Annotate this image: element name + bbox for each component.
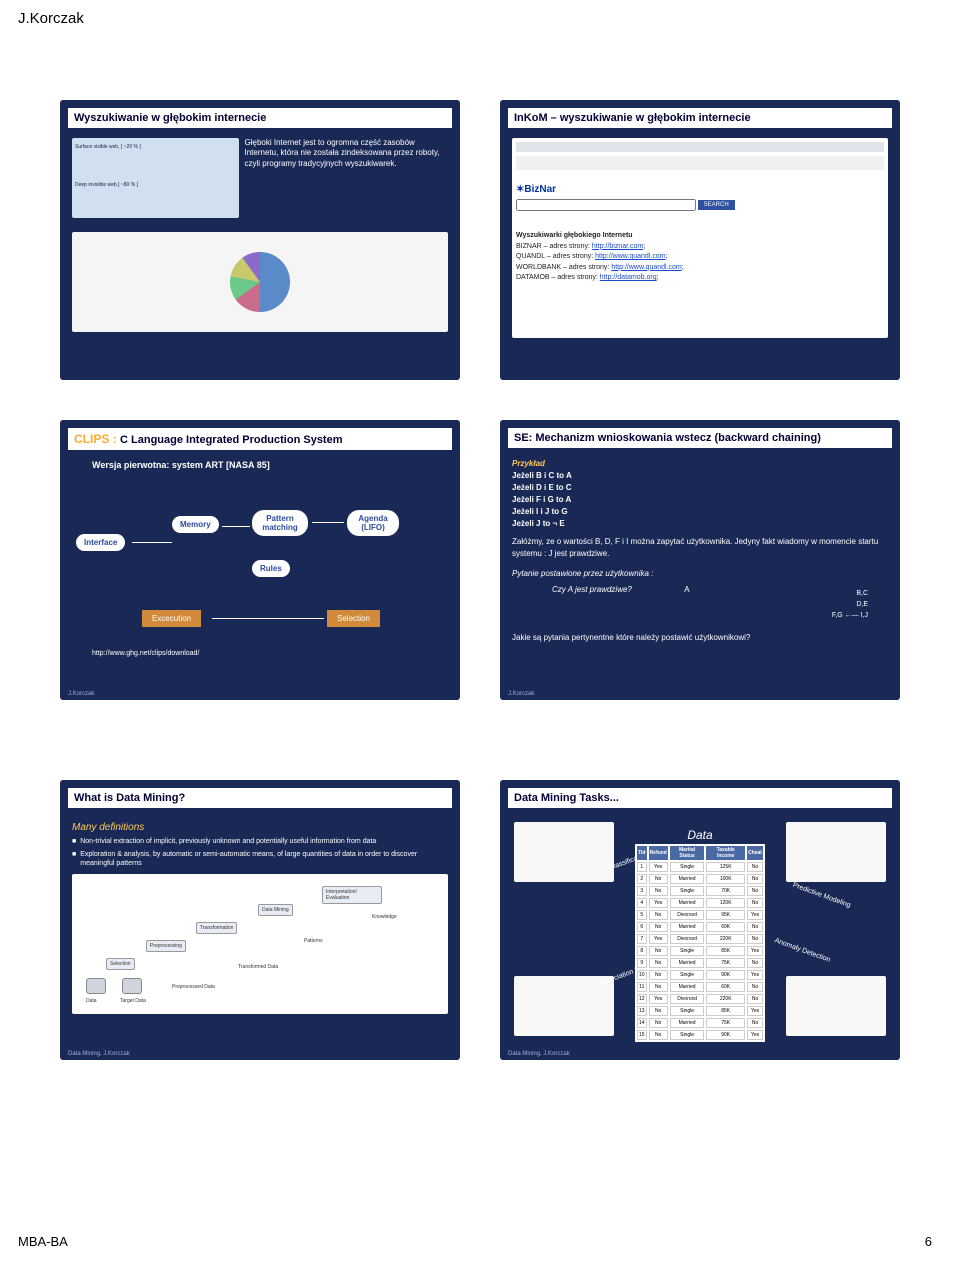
slide-title: InKoM – wyszukiwanie w głębokim internec… <box>508 108 892 128</box>
deep-layer-label: Deep invisible web [ ~80 % ] <box>75 182 138 188</box>
slide-clips: CLIPS : C Language Integrated Production… <box>60 420 460 700</box>
clips-architecture-diagram: Interface Memory Pattern matching Agenda… <box>72 480 448 640</box>
biznar-screenshot: ✶BizNar SEARCH Wyszukiwarki głębokiego I… <box>512 138 888 338</box>
link-biznar[interactable]: http://biznar.com <box>592 243 643 250</box>
tag-anomaly: Anomaly Detection <box>774 937 832 964</box>
search-engines-pie <box>72 232 448 332</box>
definition-1: ■Non-trivial extraction of implicit, pre… <box>72 837 448 846</box>
corner-predictive <box>786 822 886 882</box>
node-pattern: Pattern matching <box>252 510 308 536</box>
slide-footer-author: J.Korczak <box>508 691 534 697</box>
corner-anomaly <box>786 976 886 1036</box>
slide-footer-author: Data Mining, J.Korczak <box>68 1051 130 1057</box>
link-quandl[interactable]: http://www.quandl.com <box>595 253 665 260</box>
artifact-preprocessed: Preprocessed Data <box>172 984 215 990</box>
node-rules: Rules <box>252 560 290 577</box>
page-footer-left: MBA-BA <box>18 1234 68 1249</box>
slides-grid: Wyszukiwanie w głębokim internecie Surfa… <box>60 100 900 1060</box>
example-data-table: TidRefundMarital StatusTaxable IncomeChe… <box>635 844 765 1042</box>
clips-download-link[interactable]: http://www.ghg.net/clips/download/ <box>92 650 448 657</box>
answer-root: A <box>684 584 689 596</box>
stage-preprocessing: Preprocessing <box>146 940 186 952</box>
search-input[interactable] <box>516 199 696 211</box>
node-execution: Excecution <box>142 610 201 627</box>
link-datamob[interactable]: http://datamob.org <box>600 274 657 281</box>
page-footer-right: 6 <box>925 1234 932 1249</box>
rule-1: Jeżeli B i C to A <box>512 470 888 482</box>
slide-title: CLIPS : C Language Integrated Production… <box>68 428 452 450</box>
slide-backward-chaining: SE: Mechanizm wnioskowania wstecz (backw… <box>500 420 900 700</box>
artifact-knowledge: Knowledge <box>372 914 397 920</box>
node-selection: Selection <box>327 610 380 627</box>
artifact-target: Target Data <box>120 998 146 1004</box>
example-heading: Przykład <box>512 458 888 470</box>
corner-clustering <box>514 822 614 882</box>
artifact-data: Data <box>86 998 97 1004</box>
deep-web-desc: Głęboki Internet jest to ogromna część z… <box>245 138 449 222</box>
slide-deep-web-intro: Wyszukiwanie w głębokim internecie Surfa… <box>60 100 460 380</box>
user-question-intro: Pytanie postawione przez użytkownika : <box>512 568 888 580</box>
rule-4: Jeżeli I i J to G <box>512 506 888 518</box>
biznar-logo: ✶BizNar <box>516 184 556 195</box>
page-author: J.Korczak <box>18 10 84 27</box>
stage-data-mining: Data Mining <box>258 904 293 916</box>
slide-inkom: InKoM – wyszukiwanie w głębokim internec… <box>500 100 900 380</box>
tag-predictive: Predictive Modeling <box>792 882 852 909</box>
slide-title: SE: Mechanizm wnioskowania wstecz (backw… <box>508 428 892 448</box>
slide-title: What is Data Mining? <box>68 788 452 808</box>
node-agenda: Agenda (LIFO) <box>347 510 399 536</box>
stage-selection: Selection <box>106 958 135 970</box>
user-question: Czy A jest prawdziwe? <box>552 584 632 596</box>
slide-dm-tasks: Data Mining Tasks... Data Classification… <box>500 780 900 1060</box>
slide-footer-author: Data Mining, J.Korczak <box>508 1051 570 1057</box>
definition-2: ■Exploration & analysis, by automatic or… <box>72 850 448 868</box>
stage-interpretation: Interpretation/ Evaluation <box>322 886 382 904</box>
rule-5: Jeżeli J to ¬ E <box>512 518 888 530</box>
rule-2: Jeżeli D i E to C <box>512 482 888 494</box>
stage-transformation: Transformation <box>196 922 237 934</box>
slide-title: Data Mining Tasks... <box>508 788 892 808</box>
artifact-transformed: Transformed Data <box>238 964 278 970</box>
many-definitions-heading: Many definitions <box>72 822 448 833</box>
clips-subtitle: Wersja pierwotna: system ART [NASA 85] <box>92 460 448 470</box>
cyl-data <box>86 978 106 994</box>
data-heading: Data <box>687 828 712 842</box>
iceberg-diagram: Surface visible web, [ ~20 % ] Deep invi… <box>72 138 239 218</box>
search-button[interactable]: SEARCH <box>698 200 735 210</box>
node-interface: Interface <box>76 534 125 551</box>
corner-association <box>514 976 614 1036</box>
surface-layer-label: Surface visible web, [ ~20 % ] <box>75 144 141 150</box>
inference-tree: B,C D,E F,G ←— I,J <box>832 588 888 622</box>
slide-footer-author: J.Korczak <box>68 691 94 697</box>
rule-3: Jeżeli F i G to A <box>512 494 888 506</box>
link-worldbank[interactable]: http://www.quandl.com <box>611 264 681 271</box>
node-memory: Memory <box>172 516 219 533</box>
kdd-process-diagram: Selection Preprocessing Transformation D… <box>72 874 448 1014</box>
assumption-text: Załóżmy, ze o wartości B, D, F i I można… <box>512 536 888 560</box>
pertinent-questions: Jakie są pytania pertynentne które należ… <box>512 632 888 644</box>
cyl-target <box>122 978 142 994</box>
slide-what-is-dm: What is Data Mining? Many definitions ■N… <box>60 780 460 1060</box>
artifact-patterns: Patterns <box>304 938 323 944</box>
deep-web-engines-list: Wyszukiwarki głębokiego Internetu BIZNAR… <box>516 231 884 284</box>
slide-title: Wyszukiwanie w głębokim internecie <box>68 108 452 128</box>
